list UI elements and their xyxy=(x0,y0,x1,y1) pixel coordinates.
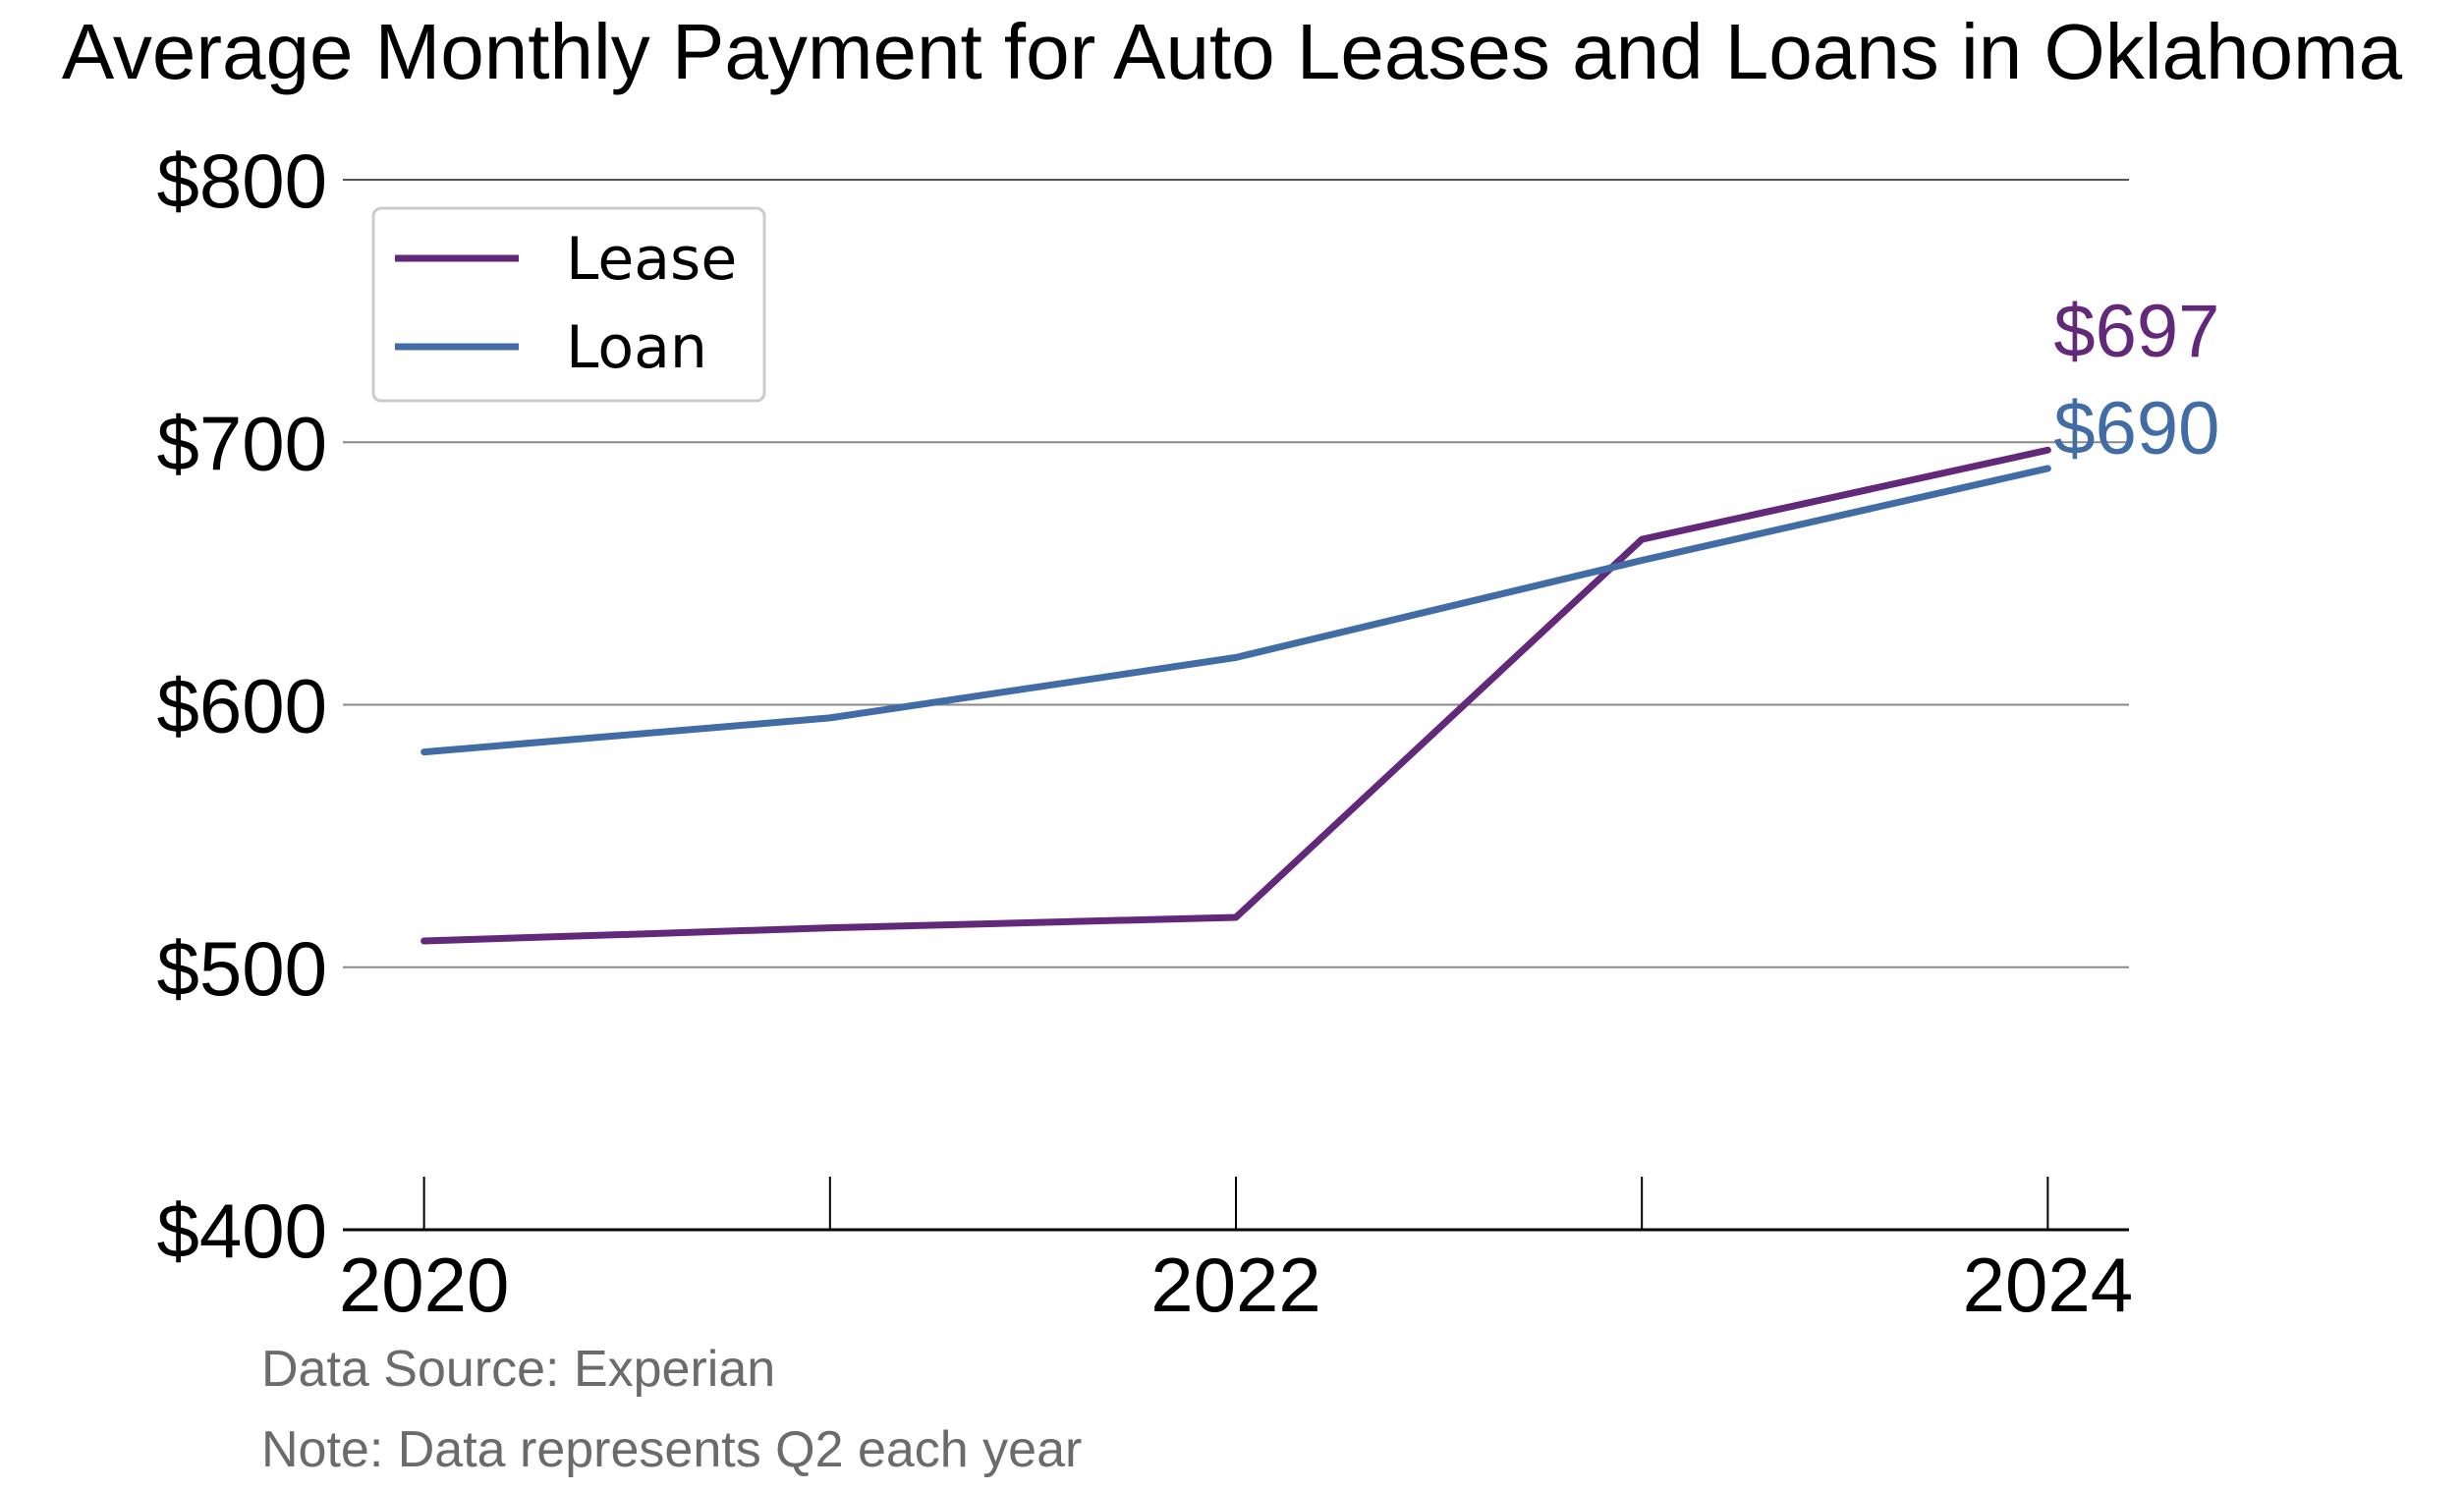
legend: Lease Loan xyxy=(371,206,766,403)
legend-label-lease: Lease xyxy=(566,225,737,294)
chart-title: Average Monthly Payment for Auto Leases … xyxy=(62,8,2403,95)
series-lines xyxy=(420,446,2051,945)
x-tick-label: 2020 xyxy=(339,1242,510,1328)
end-label-loan: $690 xyxy=(2053,387,2219,470)
y-tick-label: $600 xyxy=(156,663,327,749)
legend-label-loan: Loan xyxy=(566,313,707,382)
y-tick-label: $700 xyxy=(156,400,327,486)
x-axis: 2020 2022 2024 xyxy=(339,1177,2133,1328)
x-tick-label: 2022 xyxy=(1150,1242,1321,1328)
end-label-lease: $697 xyxy=(2053,290,2219,373)
y-tick-label: $500 xyxy=(156,925,327,1012)
series-line-loan xyxy=(420,465,2051,756)
y-tick-label: $800 xyxy=(156,138,327,224)
series-line-lease xyxy=(420,446,2051,945)
end-labels: $697 $690 xyxy=(2053,290,2219,470)
y-tick-label: $400 xyxy=(156,1187,327,1274)
y-axis-tick-labels: $400 $500 $600 $700 $800 xyxy=(156,138,327,1274)
x-tick-label: 2024 xyxy=(1963,1242,2134,1328)
gridlines xyxy=(343,179,2129,968)
data-note: Note: Data represents Q2 each year xyxy=(261,1421,1082,1478)
data-source-note: Data Source: Experian xyxy=(261,1341,775,1398)
